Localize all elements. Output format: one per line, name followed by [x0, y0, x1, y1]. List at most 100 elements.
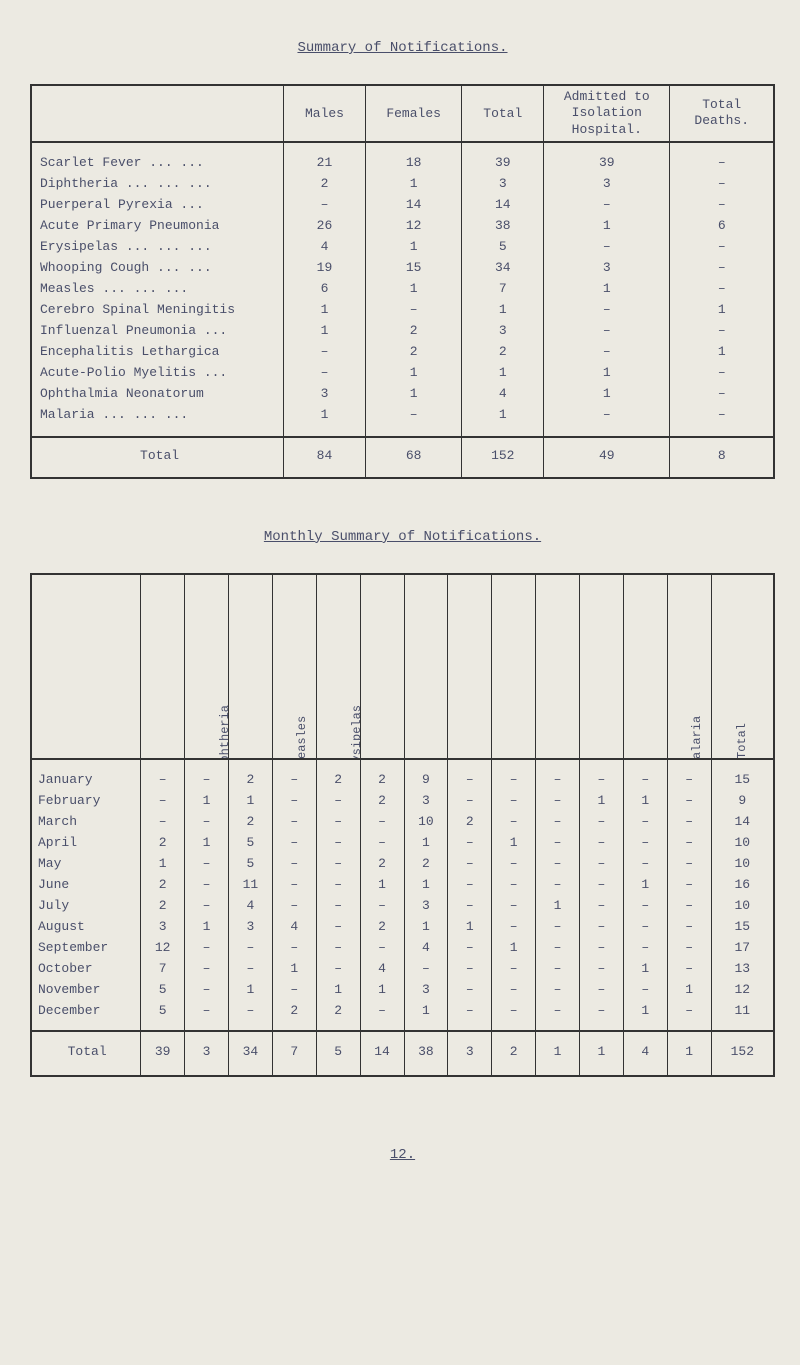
cell: –	[670, 257, 774, 278]
cell: –	[284, 362, 366, 383]
cell: 2	[316, 1000, 360, 1031]
cell: 2	[448, 811, 492, 832]
month-name: December	[31, 1000, 141, 1031]
cell: 1	[670, 299, 774, 320]
month-name: August	[31, 916, 141, 937]
cell: 4	[272, 916, 316, 937]
cell: 2	[360, 853, 404, 874]
cell: 2	[141, 874, 185, 895]
t2-total-label: Total	[31, 1031, 141, 1076]
cell: 3	[185, 1031, 229, 1076]
cell: 1	[404, 916, 448, 937]
cell: 1	[544, 215, 670, 236]
cell: 19	[284, 257, 366, 278]
cell: –	[448, 979, 492, 1000]
cell: 1	[229, 790, 273, 811]
cell: –	[492, 895, 536, 916]
table-row: June2–11––11––––1–16	[31, 874, 774, 895]
disease-name: Ophthalmia Neonatorum	[31, 383, 284, 404]
cell: 15	[711, 916, 774, 937]
cell: 4	[623, 1031, 667, 1076]
cell: –	[623, 759, 667, 790]
cell: –	[141, 811, 185, 832]
monthly-table: Scarlet FeverDiphtheriaWhooping CoughMea…	[30, 573, 775, 1077]
cell: –	[667, 759, 711, 790]
table1-total-row: Total 84 68 152 49 8	[31, 437, 774, 478]
table1-header-row: Males Females Total Admitted to Isolatio…	[31, 85, 774, 142]
cell: 2	[284, 173, 366, 194]
cell: 4	[404, 937, 448, 958]
cell: 17	[711, 937, 774, 958]
t2-header: Diphtheria	[185, 574, 229, 759]
cell: –	[185, 979, 229, 1000]
cell: 1	[185, 790, 229, 811]
cell: –	[229, 937, 273, 958]
cell: 14	[360, 1031, 404, 1076]
cell: 1	[284, 404, 366, 437]
cell: –	[492, 790, 536, 811]
cell: –	[272, 790, 316, 811]
cell: –	[316, 874, 360, 895]
cell: –	[448, 759, 492, 790]
cell: –	[272, 979, 316, 1000]
cell: 3	[141, 916, 185, 937]
cell: 39	[141, 1031, 185, 1076]
cell: 2	[360, 916, 404, 937]
table-row: August3134–211–––––15	[31, 916, 774, 937]
cell: 4	[462, 383, 544, 404]
cell: 9	[711, 790, 774, 811]
cell: –	[141, 790, 185, 811]
t2-header: Influenzal Pneumon-ia	[448, 574, 492, 759]
cell: 1	[316, 979, 360, 1000]
table-row: Encephalitis Lethargica–22–1	[31, 341, 774, 362]
t2-header: Acute Polio Myelitis	[536, 574, 580, 759]
table-row: Diphtheria ... ... ...2133–	[31, 173, 774, 194]
cell: 1	[141, 853, 185, 874]
cell: –	[492, 811, 536, 832]
t1-h1: Males	[284, 85, 366, 142]
summary-title: Summary of Notifications.	[30, 40, 775, 56]
cell: –	[670, 278, 774, 299]
t1-total-4: 49	[544, 437, 670, 478]
cell: –	[229, 958, 273, 979]
cell: 1	[360, 979, 404, 1000]
cell: 3	[448, 1031, 492, 1076]
t1-total-3: 152	[462, 437, 544, 478]
cell: 7	[141, 958, 185, 979]
cell: –	[185, 853, 229, 874]
cell: –	[536, 832, 580, 853]
t1-total-2: 68	[365, 437, 462, 478]
cell: 4	[284, 236, 366, 257]
cell: 2	[272, 1000, 316, 1031]
disease-name: Acute Primary Pneumonia	[31, 215, 284, 236]
cell: 15	[365, 257, 462, 278]
cell: 5	[141, 1000, 185, 1031]
cell: –	[492, 958, 536, 979]
cell: –	[544, 320, 670, 341]
cell: –	[492, 1000, 536, 1031]
cell: –	[544, 194, 670, 215]
cell: –	[316, 853, 360, 874]
page-number: 12.	[30, 1147, 775, 1163]
cell: –	[623, 895, 667, 916]
cell: 10	[711, 895, 774, 916]
month-name: April	[31, 832, 141, 853]
cell: 3	[404, 895, 448, 916]
cell: 1	[623, 1000, 667, 1031]
cell: 5	[141, 979, 185, 1000]
cell: 3	[544, 173, 670, 194]
cell: 9	[404, 759, 448, 790]
cell: 39	[544, 142, 670, 173]
cell: 1	[544, 362, 670, 383]
table-row: Whooping Cough ... ...1915343–	[31, 257, 774, 278]
t2-header: Erysipelas	[316, 574, 360, 759]
cell: 152	[711, 1031, 774, 1076]
cell: 1	[404, 832, 448, 853]
disease-name: Acute-Polio Myelitis ...	[31, 362, 284, 383]
table-row: Influenzal Pneumonia ...123––	[31, 320, 774, 341]
cell: 3	[404, 979, 448, 1000]
t2-header: Whooping Cough	[229, 574, 273, 759]
cell: 1	[492, 937, 536, 958]
cell: 1	[667, 979, 711, 1000]
cell: 14	[462, 194, 544, 215]
